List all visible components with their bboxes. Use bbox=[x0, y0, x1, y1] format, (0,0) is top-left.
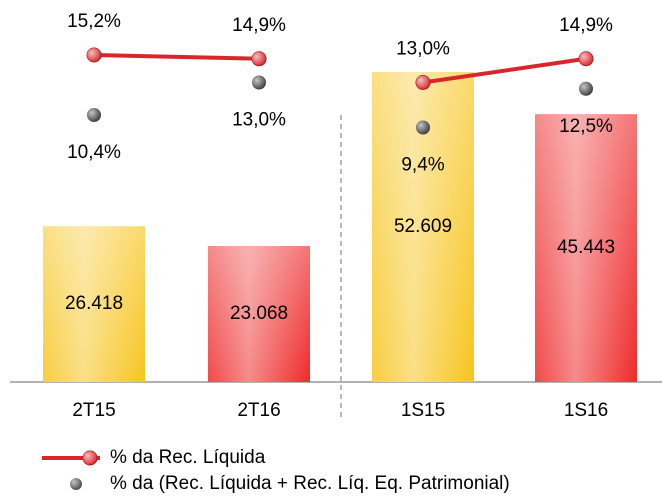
scatter-value-label: 12,5% bbox=[559, 116, 613, 137]
point-shine bbox=[87, 48, 101, 62]
x-tick-label: 1S16 bbox=[564, 400, 608, 421]
point-shine bbox=[579, 81, 593, 96]
point-shine bbox=[69, 477, 83, 491]
point-shine bbox=[87, 108, 101, 122]
bar-fade bbox=[535, 114, 637, 382]
line-series bbox=[93, 53, 260, 61]
bar-value-label: 26.418 bbox=[65, 293, 123, 314]
point-shine bbox=[83, 451, 97, 465]
scatter-value-label: 9,4% bbox=[401, 155, 444, 176]
point-shine bbox=[252, 75, 266, 90]
line-value-label: 13,0% bbox=[396, 39, 450, 60]
point-shine bbox=[579, 51, 593, 66]
bar-value-label: 23.068 bbox=[230, 303, 288, 324]
line-value-label: 14,9% bbox=[559, 15, 613, 36]
scatter-value-label: 10,4% bbox=[67, 142, 121, 163]
bar-fade bbox=[208, 246, 310, 382]
x-tick-label: 2T16 bbox=[237, 400, 280, 421]
legend-label: % da Rec. Líquida bbox=[110, 447, 266, 468]
bar-value-label: 45.443 bbox=[557, 237, 615, 258]
point-shine bbox=[416, 120, 430, 135]
point-shine bbox=[416, 75, 430, 90]
scatter-value-label: 13,0% bbox=[232, 110, 286, 131]
x-tick-label: 2T15 bbox=[72, 400, 115, 421]
legend-label: % da (Rec. Líquida + Rec. Líq. Eq. Patri… bbox=[110, 473, 510, 494]
line-series bbox=[422, 56, 587, 85]
x-tick-label: 1S15 bbox=[401, 400, 445, 421]
point-shine bbox=[252, 51, 266, 66]
bar-fade bbox=[43, 226, 145, 382]
bar-value-label: 52.609 bbox=[394, 216, 452, 237]
line-value-label: 14,9% bbox=[232, 15, 286, 36]
line-value-label: 15,2% bbox=[67, 11, 121, 32]
